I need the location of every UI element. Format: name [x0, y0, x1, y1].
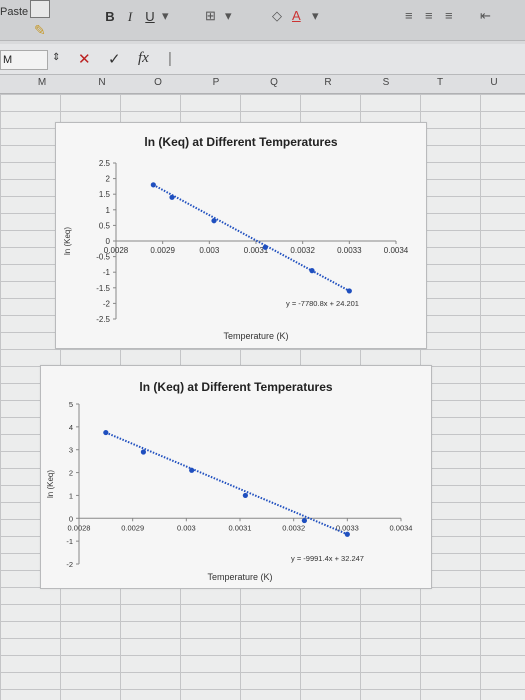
y-tick-label: 1: [106, 206, 111, 215]
align-right-icon[interactable]: ≡: [445, 8, 453, 23]
data-point: [344, 531, 350, 537]
y-tick-label: -2: [66, 560, 73, 569]
y-tick-label: -1: [103, 268, 111, 277]
trendline-equation: y = -9991.4x + 32.247: [291, 554, 364, 563]
paste-label[interactable]: Paste: [0, 6, 29, 18]
y-tick-label: -0.5: [96, 253, 110, 262]
x-tick-label: 0.0029: [121, 523, 144, 532]
underline-button[interactable]: U: [145, 9, 155, 24]
trendline: [105, 431, 348, 536]
insert-function-button[interactable]: fx: [138, 50, 149, 66]
column-header-m[interactable]: M: [37, 77, 47, 88]
fill-color-icon[interactable]: ◇: [272, 8, 282, 23]
data-point: [301, 517, 307, 524]
format-painter-icon[interactable]: ✎: [34, 22, 46, 38]
cancel-button[interactable]: ✕: [78, 51, 91, 68]
x-tick-label: 0.0033: [337, 246, 362, 255]
clipboard-icon[interactable]: [30, 0, 50, 18]
y-tick-label: 5: [69, 400, 73, 409]
name-box[interactable]: M: [0, 50, 48, 70]
bold-button[interactable]: B: [105, 9, 115, 24]
column-header-t[interactable]: T: [436, 77, 444, 88]
y-tick-label: 2: [69, 469, 73, 478]
enter-button[interactable]: ✓: [108, 51, 121, 68]
column-header-u[interactable]: U: [490, 77, 498, 88]
y-tick-label: 2.5: [99, 159, 111, 168]
x-tick-label: 0.0028: [68, 523, 91, 532]
column-header-n[interactable]: N: [98, 77, 106, 88]
data-point: [150, 182, 156, 188]
name-box-stepper-icon[interactable]: ⇕: [52, 52, 61, 63]
column-header-r[interactable]: R: [324, 77, 332, 88]
x-tick-label: 0.0033: [336, 523, 359, 532]
indent-icon[interactable]: ⇤: [480, 8, 491, 23]
y-tick-label: -1.5: [96, 284, 110, 293]
chevron-down-icon[interactable]: ▾: [312, 8, 319, 23]
x-axis-label: Temperature (K): [207, 572, 272, 582]
column-header-o[interactable]: O: [154, 77, 162, 88]
chart-2[interactable]: ln (Keq) at Different Temperatures 5 4 3 2 1…: [40, 365, 432, 589]
trendline: [152, 183, 350, 292]
column-header-row: M N O P Q R S T U: [0, 75, 525, 94]
x-tick-label: 0.0032: [290, 246, 315, 255]
chart-1[interactable]: ln (Keq) at Different Temperatures 2.5 2 1…: [55, 122, 427, 349]
chevron-down-icon[interactable]: ▾: [162, 8, 169, 23]
font-color-icon[interactable]: A: [292, 8, 301, 23]
x-tick-label: 0.0034: [390, 523, 413, 532]
x-tick-label: 0.0029: [150, 246, 175, 255]
chevron-down-icon[interactable]: ▾: [225, 8, 232, 23]
y-tick-label: 0: [106, 237, 111, 246]
y-tick-label: -1: [66, 537, 73, 546]
data-point: [189, 467, 195, 473]
y-axis-label: ln (Keq): [63, 227, 72, 255]
column-header-q[interactable]: Q: [270, 77, 278, 88]
y-tick-label: 0.5: [99, 221, 111, 230]
x-tick-label: 0.0031: [229, 523, 252, 532]
y-tick-label: 0: [69, 514, 73, 523]
y-tick-label: 4: [69, 423, 73, 432]
data-point: [211, 218, 217, 224]
y-tick-label: -2: [103, 299, 111, 308]
formula-bar: M ⇕ ✕ ✓ fx |: [0, 44, 525, 75]
data-point: [169, 194, 175, 200]
align-left-icon[interactable]: ≡: [405, 8, 413, 23]
y-tick-label: -2.5: [96, 315, 110, 324]
column-header-s[interactable]: S: [382, 77, 390, 88]
y-tick-label: 3: [69, 446, 73, 455]
data-point: [103, 429, 109, 436]
x-tick-label: 0.003: [199, 246, 220, 255]
data-point: [309, 268, 315, 274]
data-point: [242, 492, 248, 499]
x-tick-label: 0.003: [177, 523, 196, 532]
trendline-equation: y = -7780.8x + 24.201: [286, 299, 359, 308]
chart-title: ln (Keq) at Different Temperatures: [139, 380, 333, 394]
y-tick-label: 2: [106, 175, 111, 184]
column-header-p[interactable]: P: [212, 77, 220, 88]
chart-2-plot: 5 4 3 2 1 0 -1 -2 0.0028 0.0029 0.003 0.0031 0.0032 0…: [46, 400, 413, 582]
italic-button[interactable]: I: [127, 9, 133, 24]
data-point: [346, 288, 352, 294]
x-tick-label: 0.0034: [384, 246, 409, 255]
y-tick-label: 1: [69, 491, 73, 500]
data-point: [262, 244, 268, 250]
chart-1-plot: 2.5 2 1.5 1 0.5 0 -0.5 -1 -1.5 -2 -2.5 0.0028 0.0029…: [63, 159, 409, 341]
data-point: [140, 449, 146, 455]
y-tick-label: 1.5: [99, 190, 111, 199]
ribbon-toolbar: Paste ✎ B I U ▾ ⊞ ▾ ◇ A ▾ ≡ ≡ ≡ ⇤: [0, 0, 525, 41]
x-tick-label: 0.0031: [244, 246, 269, 255]
formula-input[interactable]: |: [168, 50, 172, 67]
borders-icon[interactable]: ⊞: [205, 8, 216, 23]
x-axis-label: Temperature (K): [223, 331, 288, 341]
y-axis-label: ln (Keq): [46, 470, 55, 498]
x-tick-label: 0.0028: [104, 246, 129, 255]
align-center-icon[interactable]: ≡: [425, 8, 433, 23]
chart-title: ln (Keq) at Different Temperatures: [144, 135, 338, 149]
x-tick-label: 0.0032: [282, 523, 305, 532]
